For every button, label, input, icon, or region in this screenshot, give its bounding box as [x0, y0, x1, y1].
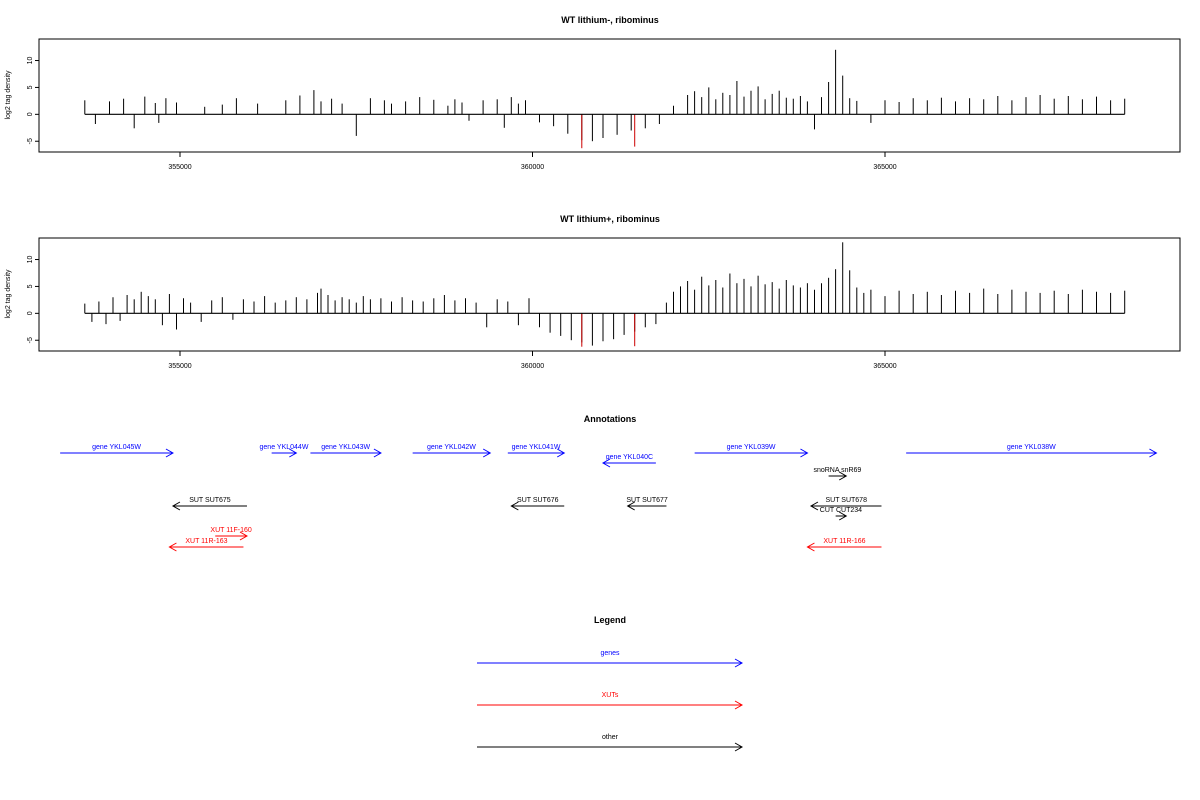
feature-list: gene YKL045W gene YKL044W gene YKL043W gene… [60, 444, 1158, 552]
x-tick-label: 360000 [521, 164, 544, 171]
bar-series [84, 242, 1126, 347]
feature-label: SUT SUT678 [825, 497, 867, 504]
plot-frame [38, 237, 1181, 352]
legend-arrowhead [734, 658, 744, 668]
annotations-title: Annotations [584, 414, 637, 424]
feature-arrowhead [239, 531, 248, 541]
annotation-feature: CUT CUT234 [820, 507, 862, 521]
y-tick-label: -5 [27, 337, 34, 343]
y-tick-label: -5 [27, 138, 34, 144]
annotation-feature: gene YKL039W [694, 444, 809, 458]
annotation-feature: gene YKL042W [412, 444, 492, 458]
feature-arrowhead [168, 542, 177, 552]
feature-arrowhead [373, 448, 382, 458]
annotation-feature: XUT 11R-163 [168, 538, 244, 552]
legend-label: other [602, 734, 619, 741]
x-tick-label: 365000 [873, 363, 896, 370]
feature-label: SUT SUT677 [626, 497, 668, 504]
legend: Legend genes XUTs other [477, 615, 744, 752]
feature-label: SUT SUT676 [517, 497, 559, 504]
annotation-feature: XUT 11F-160 [210, 527, 252, 541]
axes: -5 0 5 10 355000 360000 365000 [27, 57, 897, 171]
plot-frame [38, 38, 1181, 153]
feature-label: gene YKL043W [321, 444, 370, 451]
feature-label: gene YKL040C [606, 454, 653, 461]
feature-arrowhead [289, 448, 298, 458]
annotation-feature: gene YKL044W [260, 444, 309, 458]
feature-label: gene YKL042W [427, 444, 476, 451]
annotation-feature: SUT SUT676 [510, 497, 565, 511]
feature-arrowhead [1149, 448, 1158, 458]
y-tick-label: 10 [27, 57, 34, 65]
annotation-feature: SUT SUT677 [626, 497, 668, 511]
feature-label: snoRNA snR69 [813, 467, 861, 474]
feature-label: gene YKL045W [92, 444, 141, 451]
feature-label: XUT 11F-160 [210, 527, 251, 534]
feature-arrowhead [601, 458, 611, 468]
feature-label: SUT SUT675 [189, 497, 231, 504]
feature-arrowhead [809, 501, 819, 511]
feature-arrowhead [838, 511, 848, 521]
legend-title: Legend [594, 615, 626, 625]
y-tick-label: 5 [27, 284, 34, 288]
y-tick-label: 0 [27, 112, 34, 116]
feature-arrowhead [482, 448, 492, 458]
annotation-feature: gene YKL043W [310, 444, 382, 458]
y-axis-label: log2 tag density [5, 269, 12, 319]
feature-arrowhead [800, 448, 809, 458]
annotation-feature: snoRNA snR69 [813, 467, 861, 481]
feature-label: CUT CUT234 [820, 507, 862, 514]
x-tick-label: 365000 [873, 164, 896, 171]
y-tick-label: 5 [27, 85, 34, 89]
annotation-feature: XUT 11R-166 [806, 538, 882, 552]
legend-entry: XUTs [477, 692, 744, 710]
feature-arrowhead [626, 501, 635, 511]
y-tick-label: 0 [27, 311, 34, 315]
y-tick-label: 10 [27, 256, 34, 264]
annotations-panel: Annotations gene YKL045W gene YKL044W gene… [60, 414, 1158, 552]
x-tick-label: 360000 [521, 363, 544, 370]
x-tick-label: 355000 [168, 363, 191, 370]
feature-label: gene YKL039W [727, 444, 776, 451]
annotation-feature: gene YKL040C [601, 454, 656, 468]
feature-arrowhead [556, 448, 566, 458]
feature-arrowhead [171, 501, 181, 511]
legend-entries: genes XUTs other [477, 650, 744, 752]
legend-arrowhead [734, 700, 744, 710]
track-lithium-plus: WT lithium+, ribominus log2 tag density … [5, 214, 1181, 370]
legend-arrowhead [734, 742, 744, 752]
bar-series [84, 49, 1126, 149]
axes: -5 0 5 10 355000 360000 365000 [27, 256, 897, 370]
annotation-feature: SUT SUT678 [809, 497, 882, 511]
feature-arrowhead [806, 542, 815, 552]
track-title: WT lithium-, ribominus [561, 15, 659, 25]
feature-label: XUT 11R-163 [185, 538, 227, 545]
feature-arrowhead [838, 471, 848, 481]
x-tick-label: 355000 [168, 164, 191, 171]
annotation-feature: gene YKL038W [906, 444, 1158, 458]
annotation-feature: gene YKL045W [60, 444, 174, 458]
feature-label: gene YKL041W [512, 444, 561, 451]
annotation-feature: gene YKL041W [507, 444, 566, 458]
feature-arrowhead [165, 448, 174, 458]
legend-entry: genes [477, 650, 744, 668]
track-lithium-minus: WT lithium-, ribominus log2 tag density … [5, 15, 1181, 171]
track-title: WT lithium+, ribominus [560, 214, 660, 224]
feature-label: gene YKL038W [1007, 444, 1056, 451]
feature-label: XUT 11R-166 [823, 538, 865, 545]
feature-arrowhead [510, 501, 519, 511]
legend-entry: other [477, 734, 744, 752]
feature-label: gene YKL044W [260, 444, 309, 451]
y-axis-label: log2 tag density [5, 70, 12, 120]
annotation-feature: SUT SUT675 [171, 497, 247, 511]
legend-label: XUTs [602, 692, 619, 699]
legend-label: genes [600, 650, 620, 657]
